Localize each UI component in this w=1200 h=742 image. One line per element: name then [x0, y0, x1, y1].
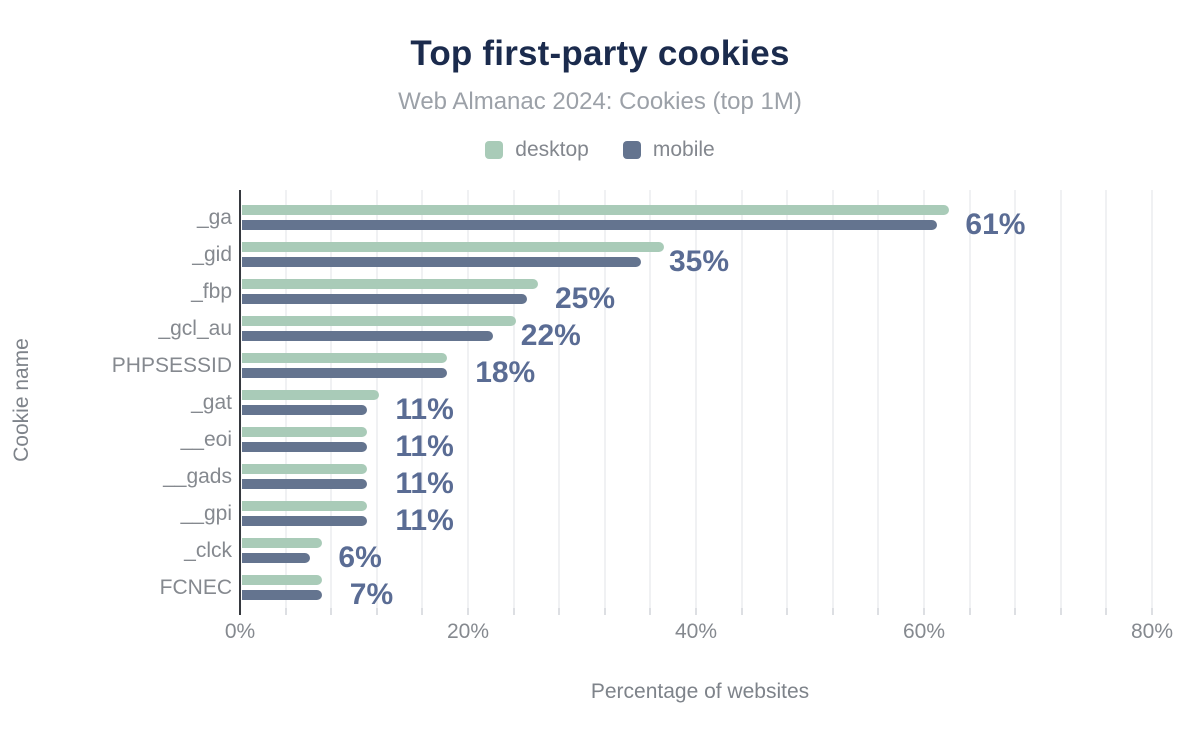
bar-desktop-_gid[interactable] [242, 242, 664, 252]
value-label-_fbp: 25% [555, 282, 616, 315]
gridline-36pct [649, 190, 652, 608]
gridline-64pct [968, 190, 971, 608]
gridline-76pct [1105, 190, 1108, 608]
category-label-_ga: _ga [196, 206, 232, 229]
value-label-__gads: 11% [395, 467, 454, 500]
bar-mobile-__eoi[interactable] [242, 442, 368, 452]
bar-desktop-__eoi[interactable] [242, 427, 368, 437]
category-label-_gcl_au: _gcl_au [158, 317, 232, 340]
value-label-_gat: 11% [395, 393, 454, 426]
axis-tick-72pct [1059, 608, 1062, 615]
chart-subtitle: Web Almanac 2024: Cookies (top 1M) [398, 88, 802, 115]
category-label-__gpi: __gpi [180, 502, 232, 525]
legend-item-mobile[interactable]: mobile [622, 138, 715, 162]
legend-label-mobile: mobile [652, 138, 715, 161]
bar-mobile-FCNEC[interactable] [242, 590, 322, 600]
axis-tick-12pct [375, 608, 378, 615]
category-label-FCNEC: FCNEC [159, 576, 232, 599]
gridline-68pct [1014, 190, 1017, 608]
bar-desktop-PHPSESSID[interactable] [242, 353, 448, 363]
bar-desktop-_gat[interactable] [242, 390, 379, 400]
bar-mobile-PHPSESSID[interactable] [242, 368, 448, 378]
x-axis-title: Percentage of websites [590, 680, 810, 703]
bar-desktop-_clck[interactable] [242, 538, 322, 548]
category-label-_clck: _clck [184, 539, 232, 562]
bar-desktop-_fbp[interactable] [242, 279, 539, 289]
category-label-_gid: _gid [192, 243, 232, 266]
bar-desktop-_gcl_au[interactable] [242, 316, 516, 326]
x-tick-label-60: 60% [902, 620, 946, 643]
category-label-__gads: __gads [163, 465, 232, 488]
axis-tick-76pct [1105, 608, 1108, 615]
plot-area: 61% 35% 25% 22% 18% 11% 11% 11% 11% 6% 7% [240, 190, 1160, 615]
category-label-PHPSESSID: PHPSESSID [111, 354, 232, 377]
value-label-FCNEC: 7% [349, 578, 394, 611]
gridline-44pct [740, 190, 743, 608]
bar-mobile-_gat[interactable] [242, 405, 368, 415]
value-label-_gcl_au: 22% [520, 319, 581, 352]
value-label-_clck: 6% [338, 541, 382, 574]
gridline-28pct [558, 190, 561, 608]
value-label-_gid: 35% [669, 245, 730, 278]
gridline-60pct [923, 190, 925, 608]
gridline-24pct [512, 190, 515, 608]
axis-tick-64pct [968, 608, 971, 615]
bar-desktop-__gpi[interactable] [242, 501, 368, 511]
axis-tick-4pct [284, 608, 287, 615]
axis-tick-36pct [649, 608, 652, 615]
bar-mobile-_ga[interactable] [242, 220, 938, 230]
legend-label-desktop: desktop [515, 138, 589, 161]
axis-tick-44pct [740, 608, 743, 615]
gridline-32pct [603, 190, 606, 608]
bar-desktop-FCNEC[interactable] [242, 575, 322, 585]
gridline-52pct [831, 190, 834, 608]
axis-tick-52pct [831, 608, 834, 615]
y-axis-line [239, 190, 241, 615]
category-label-_fbp: _fbp [191, 280, 232, 303]
legend-swatch-mobile [622, 141, 641, 159]
bar-mobile-_clck[interactable] [242, 553, 311, 563]
axis-tick-56pct [877, 608, 880, 615]
bar-mobile-_gcl_au[interactable] [242, 331, 493, 341]
axis-tick-8pct [330, 608, 333, 615]
bar-mobile-__gads[interactable] [242, 479, 368, 489]
gridline-40pct [695, 190, 697, 608]
value-label-PHPSESSID: 18% [475, 356, 536, 389]
value-label-__gpi: 11% [395, 504, 454, 537]
bar-desktop-__gads[interactable] [242, 464, 368, 474]
axis-tick-16pct [421, 608, 424, 615]
value-label-_ga: 61% [965, 208, 1026, 241]
gridline-16pct [421, 190, 424, 608]
axis-tick-60pct [923, 608, 925, 615]
gridline-20pct [467, 190, 469, 608]
axis-tick-40pct [695, 608, 697, 615]
bar-mobile-__gpi[interactable] [242, 516, 368, 526]
value-label-__eoi: 11% [395, 430, 454, 463]
axis-tick-48pct [786, 608, 789, 615]
legend-swatch-desktop [485, 141, 504, 159]
axis-tick-68pct [1014, 608, 1017, 615]
gridline-72pct [1059, 190, 1062, 608]
bar-mobile-_fbp[interactable] [242, 294, 527, 304]
chart-title: Top first-party cookies [410, 34, 790, 73]
gridline-56pct [877, 190, 880, 608]
axis-tick-80pct [1151, 608, 1153, 615]
bar-mobile-_gid[interactable] [242, 257, 641, 267]
category-label-__eoi: __eoi [180, 428, 232, 451]
x-tick-label-20: 20% [446, 620, 490, 643]
gridline-48pct [786, 190, 789, 608]
bar-desktop-_ga[interactable] [242, 205, 949, 215]
x-tick-label-40: 40% [674, 620, 718, 643]
axis-tick-24pct [512, 608, 515, 615]
axis-tick-20pct [467, 608, 469, 615]
axis-tick-28pct [558, 608, 561, 615]
x-tick-label-0: 0% [224, 620, 256, 643]
category-label-_gat: _gat [191, 391, 232, 414]
axis-tick-32pct [603, 608, 606, 615]
legend-item-desktop[interactable]: desktop [485, 138, 589, 162]
legend: desktop mobile [0, 138, 1200, 162]
gridline-80pct [1151, 190, 1153, 608]
x-tick-label-80: 80% [1130, 620, 1174, 643]
